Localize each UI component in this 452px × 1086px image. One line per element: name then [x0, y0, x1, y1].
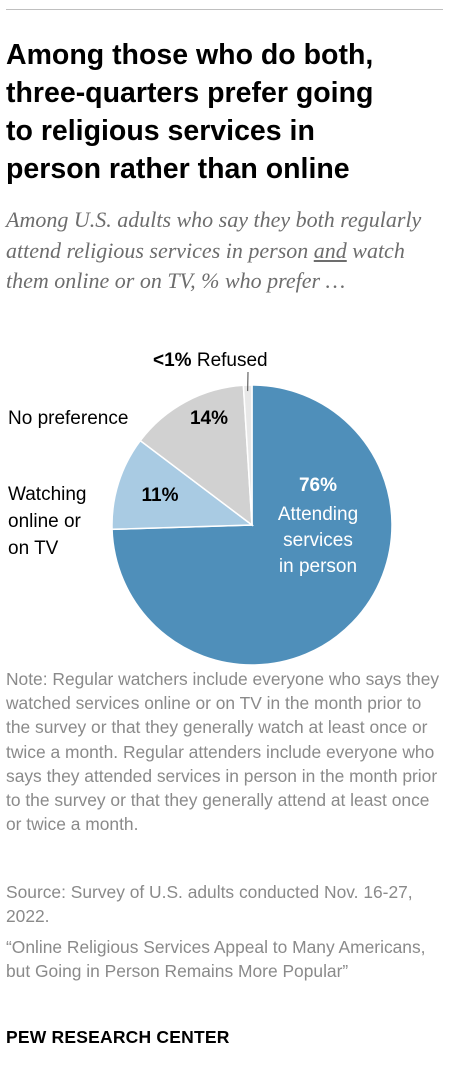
subtitle-text-after: watch them online or on TV, % who prefer…: [6, 237, 405, 294]
slice-label-refused-text: Refused: [192, 350, 268, 371]
pie-slices: [111, 384, 393, 665]
pie-chart: 76% Attending services in person 11% Watching…: [8, 350, 393, 665]
slice-label-in-person-line-3: in person: [279, 556, 357, 577]
data-label-refused-value: <1%: [153, 350, 192, 371]
chart-note: Note: Regular watchers include everyone …: [6, 669, 440, 835]
slice-label-watching-line-1: Watching: [8, 484, 87, 505]
pie-slice-no-preference: [139, 384, 253, 527]
chart-title: Among those who do both, three-quarters …: [6, 39, 374, 185]
brand-logo-text: PEW RESEARCH CENTER: [6, 1027, 230, 1047]
data-label-in-person-value: 76%: [299, 475, 337, 496]
chart-source: Source: Survey of U.S. adults conducted …: [6, 882, 413, 927]
slice-label-watching-line-3: on TV: [8, 538, 59, 559]
slice-label-refused: <1% Refused: [153, 350, 268, 371]
data-label-no-preference-value: 14%: [190, 408, 228, 429]
pie-slice-watching-online-or-on-tv: [111, 439, 255, 531]
top-rule: [6, 9, 443, 10]
pie-slice-attending-services-in-person: [111, 384, 393, 665]
report-title: “Online Religious Services Appeal to Man…: [6, 937, 426, 982]
slice-label-no-preference: No preference: [8, 408, 128, 429]
subtitle-text-before: Among U.S. adults who say they both regu…: [6, 207, 422, 263]
slice-label-watching-line-2: online or: [8, 511, 82, 532]
data-label-watching-value: 11%: [142, 485, 179, 506]
subtitle-underlined-word: and: [313, 237, 347, 263]
slice-label-in-person-line-1: Attending: [278, 504, 358, 525]
chart-subtitle: Among U.S. adults who say they both regu…: [6, 205, 446, 297]
slice-label-in-person-line-2: services: [283, 530, 353, 551]
pie-labels: 76% Attending services in person 11% Watching…: [8, 350, 358, 577]
